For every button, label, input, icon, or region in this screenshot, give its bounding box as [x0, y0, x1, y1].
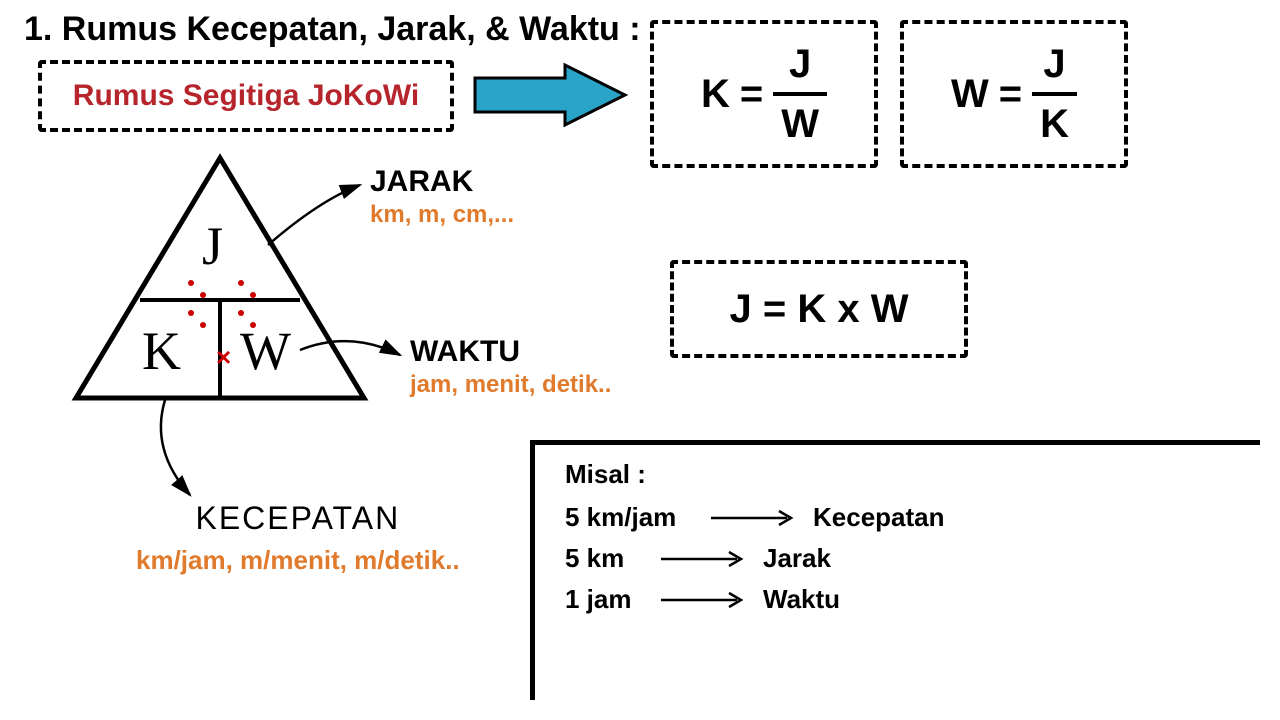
arrow-small-icon: [659, 549, 749, 569]
jarak-units: km, m, cm,...: [370, 201, 514, 229]
waktu-units: jam, menit, detik..: [410, 371, 611, 399]
arrow-small-icon: [659, 590, 749, 610]
example-value: 5 km: [565, 543, 645, 574]
example-label: Waktu: [763, 584, 840, 615]
example-value: 5 km/jam: [565, 502, 695, 533]
arrow-to-jarak: [268, 185, 360, 245]
waktu-name: WAKTU: [410, 335, 611, 369]
label-waktu: WAKTU jam, menit, detik..: [410, 335, 611, 399]
example-label: Kecepatan: [813, 502, 945, 533]
example-box: Misal : 5 km/jam Kecepatan 5 km Jarak 1 …: [530, 440, 1260, 700]
arrow-small-icon: [709, 508, 799, 528]
example-value: 1 jam: [565, 584, 645, 615]
example-label: Jarak: [763, 543, 831, 574]
kecepatan-units: km/jam, m/menit, m/detik..: [136, 545, 460, 576]
label-kecepatan: KECEPATAN km/jam, m/menit, m/detik..: [136, 500, 460, 576]
example-row: 5 km Jarak: [565, 543, 1260, 574]
example-header: Misal :: [565, 459, 1260, 490]
label-jarak: JARAK km, m, cm,...: [370, 165, 514, 229]
arrow-to-kecepatan: [161, 400, 190, 495]
example-row: 1 jam Waktu: [565, 584, 1260, 615]
jarak-name: JARAK: [370, 165, 514, 199]
example-row: 5 km/jam Kecepatan: [565, 502, 1260, 533]
arrow-to-waktu: [300, 341, 400, 355]
kecepatan-name: KECEPATAN: [136, 500, 460, 537]
